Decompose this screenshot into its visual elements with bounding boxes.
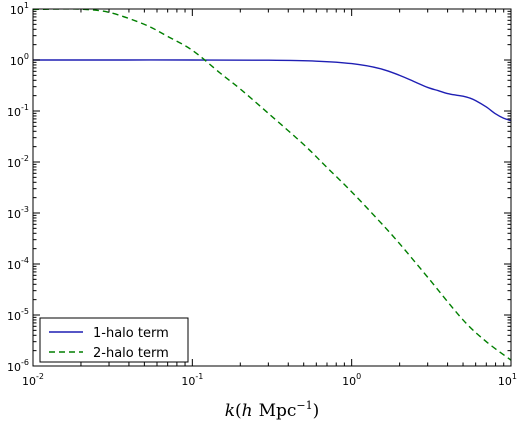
x-axis-label-close: ): [313, 401, 320, 421]
x-axis-label-h: h: [242, 401, 253, 421]
x-tick-label: 100: [342, 372, 361, 388]
y-tick-label: 100: [10, 52, 29, 68]
tick-layer: [32, 8, 512, 367]
y-tick-label: 10-5: [7, 307, 29, 323]
y-tick-label: 10-6: [7, 358, 29, 374]
legend: 1-halo term 2-halo term: [39, 317, 189, 363]
x-axis-label: k(h Mpc−1): [225, 399, 320, 421]
tick-label-layer: 10-2 10-1 100 101 10-6 10-5 10-4 10-3 10-2 10-1 10…: [7, 1, 517, 388]
x-axis-label-unit: Mpc: [259, 401, 297, 421]
x-tick-label: 101: [498, 372, 517, 388]
x-tick-label: 10-1: [181, 372, 203, 388]
x-tick-label: 10-2: [22, 372, 44, 388]
x-axis-label-exponent: −1: [296, 399, 312, 412]
legend-box: [39, 317, 189, 363]
series-line-2-halo: [33, 9, 511, 361]
plot-area: [33, 9, 511, 366]
x-axis-label-open: (: [235, 401, 242, 421]
plot-frame: [32, 8, 512, 367]
series-line-1-halo: [33, 59, 511, 122]
y-tick-label: 101: [10, 1, 29, 17]
y-tick-label: 10-4: [7, 256, 29, 272]
series-layer: [33, 9, 511, 361]
legend-label-2-halo: 2-halo term: [93, 346, 169, 361]
y-tick-label: 10-1: [7, 103, 29, 119]
y-tick-label: 10-3: [7, 205, 29, 221]
y-tick-label: 10-2: [7, 154, 29, 170]
x-axis-label-k: k: [225, 401, 235, 421]
legend-label-1-halo: 1-halo term: [93, 326, 169, 341]
